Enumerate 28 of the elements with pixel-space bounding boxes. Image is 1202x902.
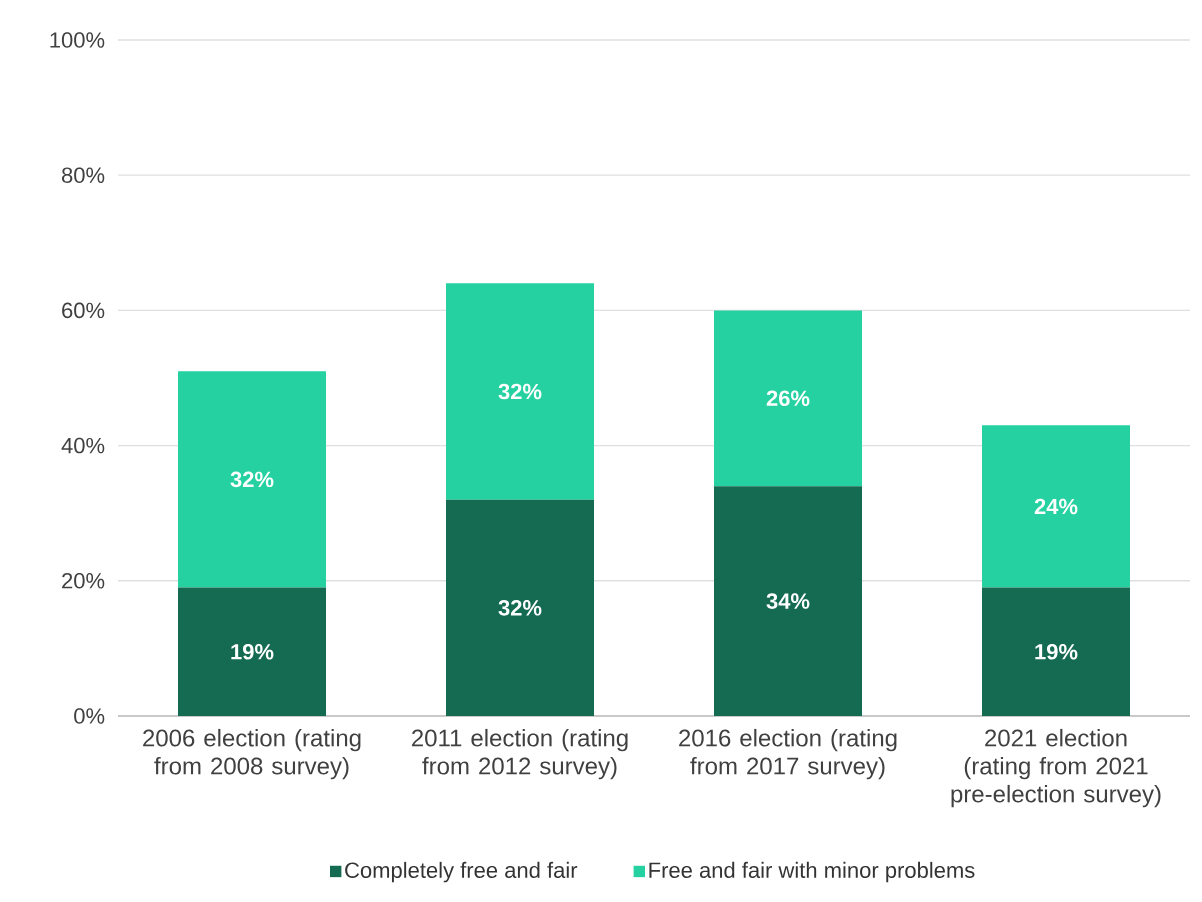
bar — [178, 587, 326, 716]
bar — [714, 486, 862, 716]
x-tick-label: 2016 election (rating from 2017 survey) — [679, 728, 897, 780]
data-label: 32% — [498, 600, 542, 616]
x-tick-label: 2021 election (rating from 2021 pre-election survey) — [951, 728, 1161, 808]
bar — [178, 371, 326, 588]
bar — [446, 499, 595, 716]
y-tick-label: 0% — [74, 708, 105, 724]
bar — [446, 283, 595, 500]
y-tick-label: 60% — [62, 302, 105, 319]
bar — [714, 310, 862, 487]
y-tick-label: 20% — [62, 572, 105, 589]
y-tick-label: 40% — [61, 437, 105, 454]
data-label: 19% — [231, 643, 274, 660]
bar — [982, 425, 1130, 588]
x-tick-label: 2006 election (rating from 2008 survey) — [143, 728, 361, 780]
legend-label: Free and fair with minor problems — [649, 861, 975, 883]
data-label: 24% — [1034, 498, 1078, 515]
data-label: 19% — [1035, 643, 1078, 660]
data-label: 34% — [766, 593, 810, 609]
data-label: 26% — [766, 390, 810, 407]
y-tick-label: 100% — [50, 32, 105, 48]
y-tick-label: 80% — [62, 167, 105, 183]
legend-label: Completely free and fair — [345, 861, 578, 883]
data-label: 32% — [498, 383, 542, 400]
bar — [982, 587, 1130, 716]
x-tick-label: 2011 election (rating from 2012 survey) — [412, 728, 628, 780]
data-label: 32% — [230, 471, 274, 488]
